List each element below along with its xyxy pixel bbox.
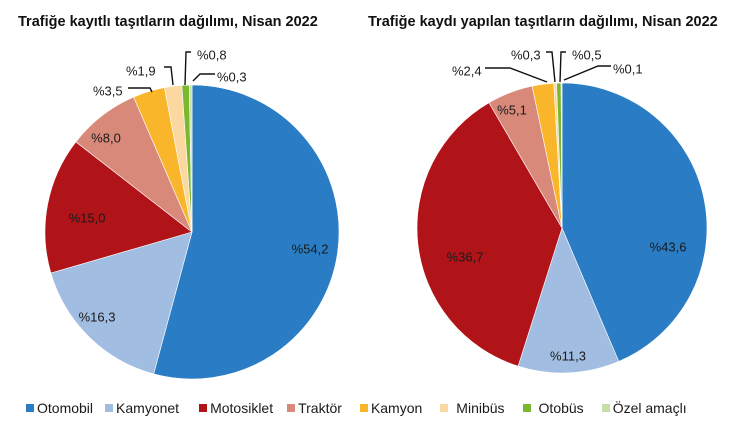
legend-swatch-icon <box>359 404 368 412</box>
leader-line <box>128 87 153 93</box>
legend-label: Kamyon <box>370 400 423 416</box>
leader-line <box>485 67 548 83</box>
slice-data-label: %54,2 <box>292 241 329 256</box>
pie-slice-kamyonet <box>50 231 193 375</box>
right-pie-chart: %43,6 %11,3 %36,7 %5,1 %2,4 %0,3 %0,5 %0,1 <box>416 47 708 374</box>
slice-data-label: %0,3 <box>511 47 541 62</box>
slice-data-label: %11,3 <box>550 348 586 363</box>
legend-swatch-icon <box>199 404 208 412</box>
slice-data-label: %3,5 <box>93 83 123 98</box>
legend-item-motosiklet: Motosiklet <box>199 400 273 416</box>
legend-label: Otomobil <box>37 400 94 416</box>
slice-data-label: %43,6 <box>650 239 687 254</box>
legend-item-otomobil: Otomobil <box>26 400 93 416</box>
legend-label: Motosiklet <box>210 400 274 416</box>
legend-swatch-icon <box>522 404 531 412</box>
legend-item-kamyonet: Kamyonet <box>105 400 179 416</box>
chart-legend: Otomobil Kamyonet Motosiklet Traktör Kam… <box>26 400 687 416</box>
left-chart-title: Trafiğe kayıtlı taşıtların dağılımı, Nis… <box>18 14 318 30</box>
pie-slice-kamyonet <box>517 227 620 374</box>
pie-slice-motosiklet <box>416 102 563 367</box>
leader-line <box>184 51 191 86</box>
slice-data-label: %16,3 <box>79 309 116 324</box>
slice-data-label: %2,4 <box>452 63 482 78</box>
pie-slice--zel-ama-l- <box>560 82 563 229</box>
leader-line <box>559 51 566 83</box>
legend-swatch-icon <box>601 404 610 412</box>
leader-line <box>546 51 556 83</box>
right-chart-title: Trafiğe kaydı yapılan taşıtların dağılım… <box>368 14 718 30</box>
legend-item-traktor: Traktör <box>287 400 342 416</box>
legend-label: Özel amaçlı <box>612 400 687 416</box>
legend-label: Traktör <box>298 400 342 416</box>
legend-label: Minibüs <box>456 400 505 416</box>
legend-swatch-icon <box>440 404 449 412</box>
legend-swatch-icon <box>105 404 114 412</box>
left-pie-chart: %54,2 %16,3 %15,0 %8,0 %3,5%1,9 %0,8 %0,3 <box>44 47 340 380</box>
slice-data-label: %8,0 <box>91 130 121 145</box>
legend-item-ozel-amacli: Özel amaçlı <box>601 400 687 416</box>
legend-item-kamyon: Kamyon <box>359 400 423 416</box>
slice-data-label: %0,3 <box>217 69 247 84</box>
slice-data-label: %0,5 <box>572 47 602 62</box>
leader-line <box>164 66 174 86</box>
legend-label: Otobüs <box>538 400 584 416</box>
pie-slice-motosiklet <box>44 141 193 274</box>
legend-swatch-icon <box>26 404 34 412</box>
legend-item-minibus: Minibüs <box>440 400 505 416</box>
slice-data-label: %15,0 <box>69 210 106 225</box>
slice-data-label: %5,1 <box>497 102 527 117</box>
leader-line <box>563 65 611 81</box>
slice-data-label: %0,8 <box>197 47 227 62</box>
slice-data-label: %1,9 <box>126 63 156 78</box>
pie-slice-otomobil <box>561 82 708 362</box>
legend-swatch-icon <box>287 404 296 412</box>
pie-slice--zel-ama-l- <box>188 84 193 233</box>
legend-item-otobus: Otobüs <box>522 400 584 416</box>
legend-label: Kamyonet <box>116 400 180 416</box>
leader-line <box>192 73 215 82</box>
slice-data-label: %0,1 <box>613 61 643 76</box>
slice-data-label: %36,7 <box>447 249 484 264</box>
pie-slice-otomobil <box>153 84 340 380</box>
